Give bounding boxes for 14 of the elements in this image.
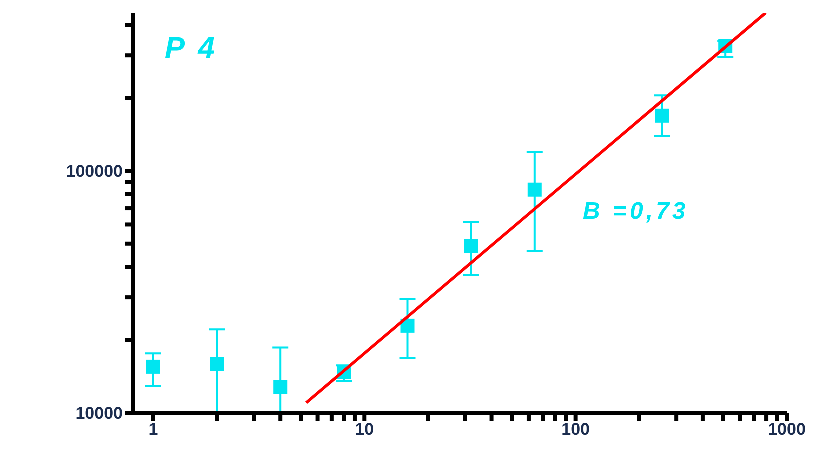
x-tick-label: 1 xyxy=(148,420,158,440)
x-tick-label: 10 xyxy=(355,420,374,440)
point xyxy=(274,380,288,394)
point xyxy=(146,360,160,374)
x-tick-label: 100 xyxy=(562,420,590,440)
point xyxy=(400,318,415,333)
y-tick-label: 10000 xyxy=(76,404,123,424)
y-tick-label: 100000 xyxy=(66,162,123,182)
x-tick-label: 1000 xyxy=(768,420,806,440)
point xyxy=(464,239,478,254)
point xyxy=(528,182,542,197)
point xyxy=(210,357,224,372)
annotation: B =0,73 xyxy=(583,198,689,226)
annotation: P 4 xyxy=(165,32,218,66)
